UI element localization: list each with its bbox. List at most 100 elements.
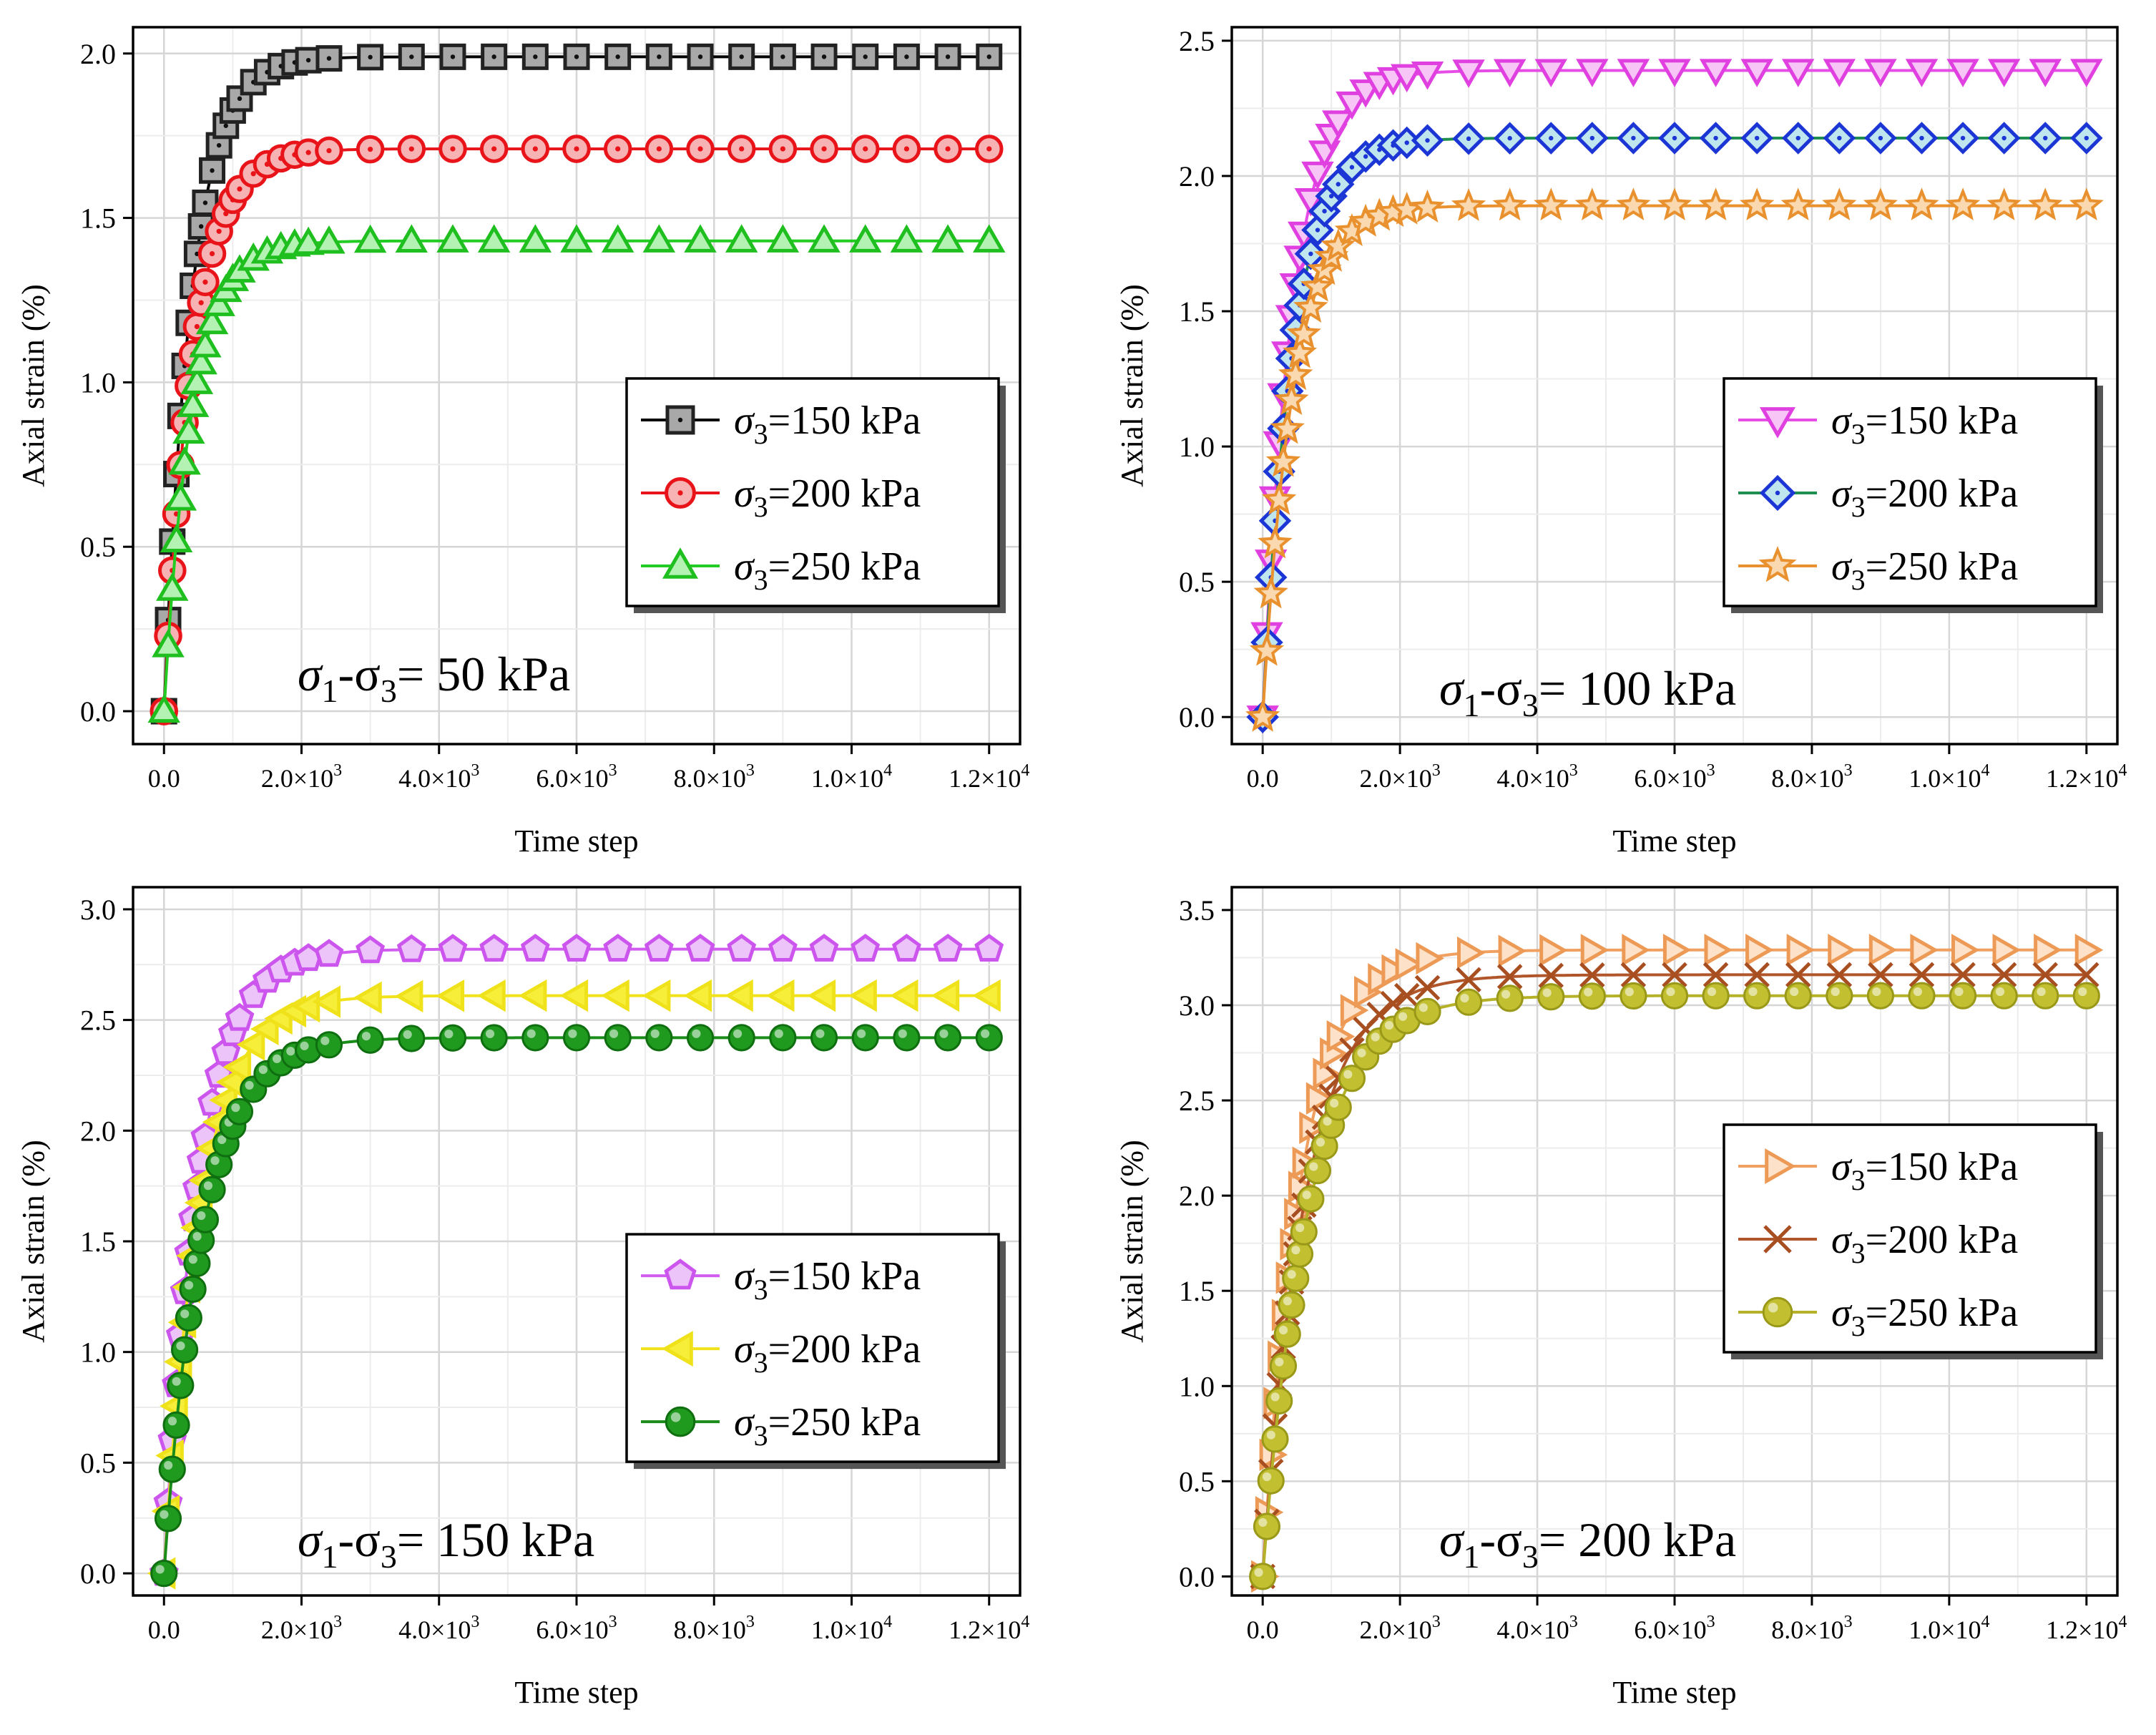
- legend-marker-center-dot: [1775, 490, 1780, 496]
- x-axis-label: Time step: [1612, 823, 1736, 859]
- data-point: [975, 1024, 1003, 1052]
- data-point: [195, 306, 229, 335]
- data-point-highlight: [184, 1281, 194, 1290]
- data-point: [1780, 187, 1816, 221]
- x-tick-label: 2.0×103: [261, 761, 342, 793]
- data-point-center-dot: [198, 300, 204, 306]
- data-point-highlight: [1254, 1568, 1263, 1577]
- data-point: [848, 224, 882, 253]
- data-point-center-dot: [739, 146, 745, 152]
- data-point-highlight: [1343, 1070, 1353, 1079]
- data-point-center-dot: [1589, 135, 1595, 141]
- data-point: [810, 1024, 838, 1052]
- data-point: [1740, 59, 1773, 87]
- legend-label: σ3=200 kPa: [734, 471, 921, 523]
- data-point-center-dot: [223, 123, 228, 128]
- data-point: [398, 1025, 426, 1052]
- data-point-center-dot: [1336, 182, 1341, 187]
- legend-label: σ3=200 kPa: [1831, 1218, 2018, 1269]
- data-point-highlight: [1263, 1472, 1272, 1482]
- data-point-highlight: [188, 1255, 197, 1264]
- data-point: [1539, 934, 1568, 967]
- x-tick-label: 2.0×103: [261, 1613, 342, 1644]
- data-point: [1300, 268, 1336, 302]
- data-point: [1740, 187, 1775, 221]
- data-point-center-dot: [780, 146, 785, 152]
- series-2: [1246, 122, 2103, 733]
- stress-annotation: σ1-σ3= 150 kPa: [298, 1512, 594, 1575]
- legend-marker: [1758, 546, 1797, 582]
- data-point-highlight: [231, 1103, 240, 1113]
- data-point: [1290, 1218, 1318, 1246]
- data-point: [191, 1206, 220, 1233]
- data-point-center-dot: [491, 146, 497, 152]
- data-point: [1784, 982, 1812, 1010]
- data-point-center-dot: [1549, 135, 1554, 141]
- data-point: [1905, 59, 1939, 87]
- data-point-highlight: [1954, 987, 1964, 997]
- data-point: [180, 366, 214, 394]
- x-tick-label: 8.0×103: [1771, 1613, 1852, 1644]
- data-point-center-dot: [326, 56, 332, 61]
- data-point: [1249, 1563, 1277, 1590]
- data-point: [353, 224, 387, 253]
- data-point-center-dot: [1754, 135, 1760, 141]
- data-point: [1340, 994, 1369, 1027]
- data-point: [438, 1024, 467, 1052]
- data-point-highlight: [1287, 1270, 1296, 1279]
- data-point-highlight: [2078, 987, 2087, 997]
- data-point: [562, 1024, 591, 1052]
- data-point: [1702, 962, 1729, 988]
- y-tick-label: 1.5: [80, 1226, 116, 1258]
- data-point: [477, 979, 506, 1012]
- data-point: [1616, 187, 1651, 221]
- data-point: [436, 224, 469, 253]
- data-point-highlight: [160, 1510, 169, 1519]
- y-tick-label: 2.0: [80, 1115, 116, 1147]
- data-point: [1274, 382, 1309, 416]
- y-axis-label: Axial strain (%): [16, 1140, 51, 1342]
- data-point-highlight: [1460, 994, 1469, 1003]
- x-tick-label: 2.0×103: [1359, 761, 1440, 793]
- data-point-highlight: [568, 1029, 577, 1038]
- data-point: [1456, 937, 1486, 969]
- data-point-center-dot: [697, 146, 703, 152]
- data-point: [1381, 954, 1410, 987]
- data-point-highlight: [1384, 1020, 1394, 1030]
- y-axis-label: Axial strain (%): [1114, 284, 1150, 487]
- data-point: [147, 694, 180, 723]
- data-point: [315, 1031, 343, 1059]
- legend-label: σ3=150 kPa: [734, 1254, 921, 1306]
- data-point: [1245, 698, 1280, 732]
- data-point-highlight: [1398, 1012, 1408, 1021]
- data-point: [1249, 632, 1285, 666]
- data-point: [1908, 982, 1936, 1010]
- data-point: [1617, 59, 1650, 87]
- data-point-highlight: [774, 1029, 783, 1038]
- data-point: [167, 1372, 195, 1399]
- data-point: [1951, 934, 1980, 967]
- data-point: [1496, 964, 1523, 989]
- y-tick-label: 0.0: [1179, 1560, 1215, 1593]
- data-point: [176, 388, 210, 417]
- data-point: [1662, 934, 1692, 967]
- data-point-highlight: [1625, 987, 1634, 997]
- data-point: [1622, 934, 1650, 967]
- data-point: [353, 981, 382, 1015]
- x-tick-label: 8.0×103: [674, 761, 755, 793]
- data-point: [1303, 1157, 1332, 1185]
- data-point: [1320, 228, 1356, 262]
- data-point: [1986, 187, 2022, 221]
- data-point: [1492, 187, 1527, 221]
- data-point: [604, 1024, 632, 1052]
- data-point: [1265, 444, 1301, 477]
- data-point: [768, 934, 798, 962]
- x-tick-label: 1.2×104: [949, 1613, 1029, 1644]
- data-point: [1620, 982, 1647, 1010]
- data-point: [479, 934, 509, 962]
- data-point: [1368, 963, 1396, 996]
- data-point-center-dot: [1308, 251, 1313, 256]
- data-point: [645, 1024, 673, 1052]
- data-point: [152, 629, 185, 658]
